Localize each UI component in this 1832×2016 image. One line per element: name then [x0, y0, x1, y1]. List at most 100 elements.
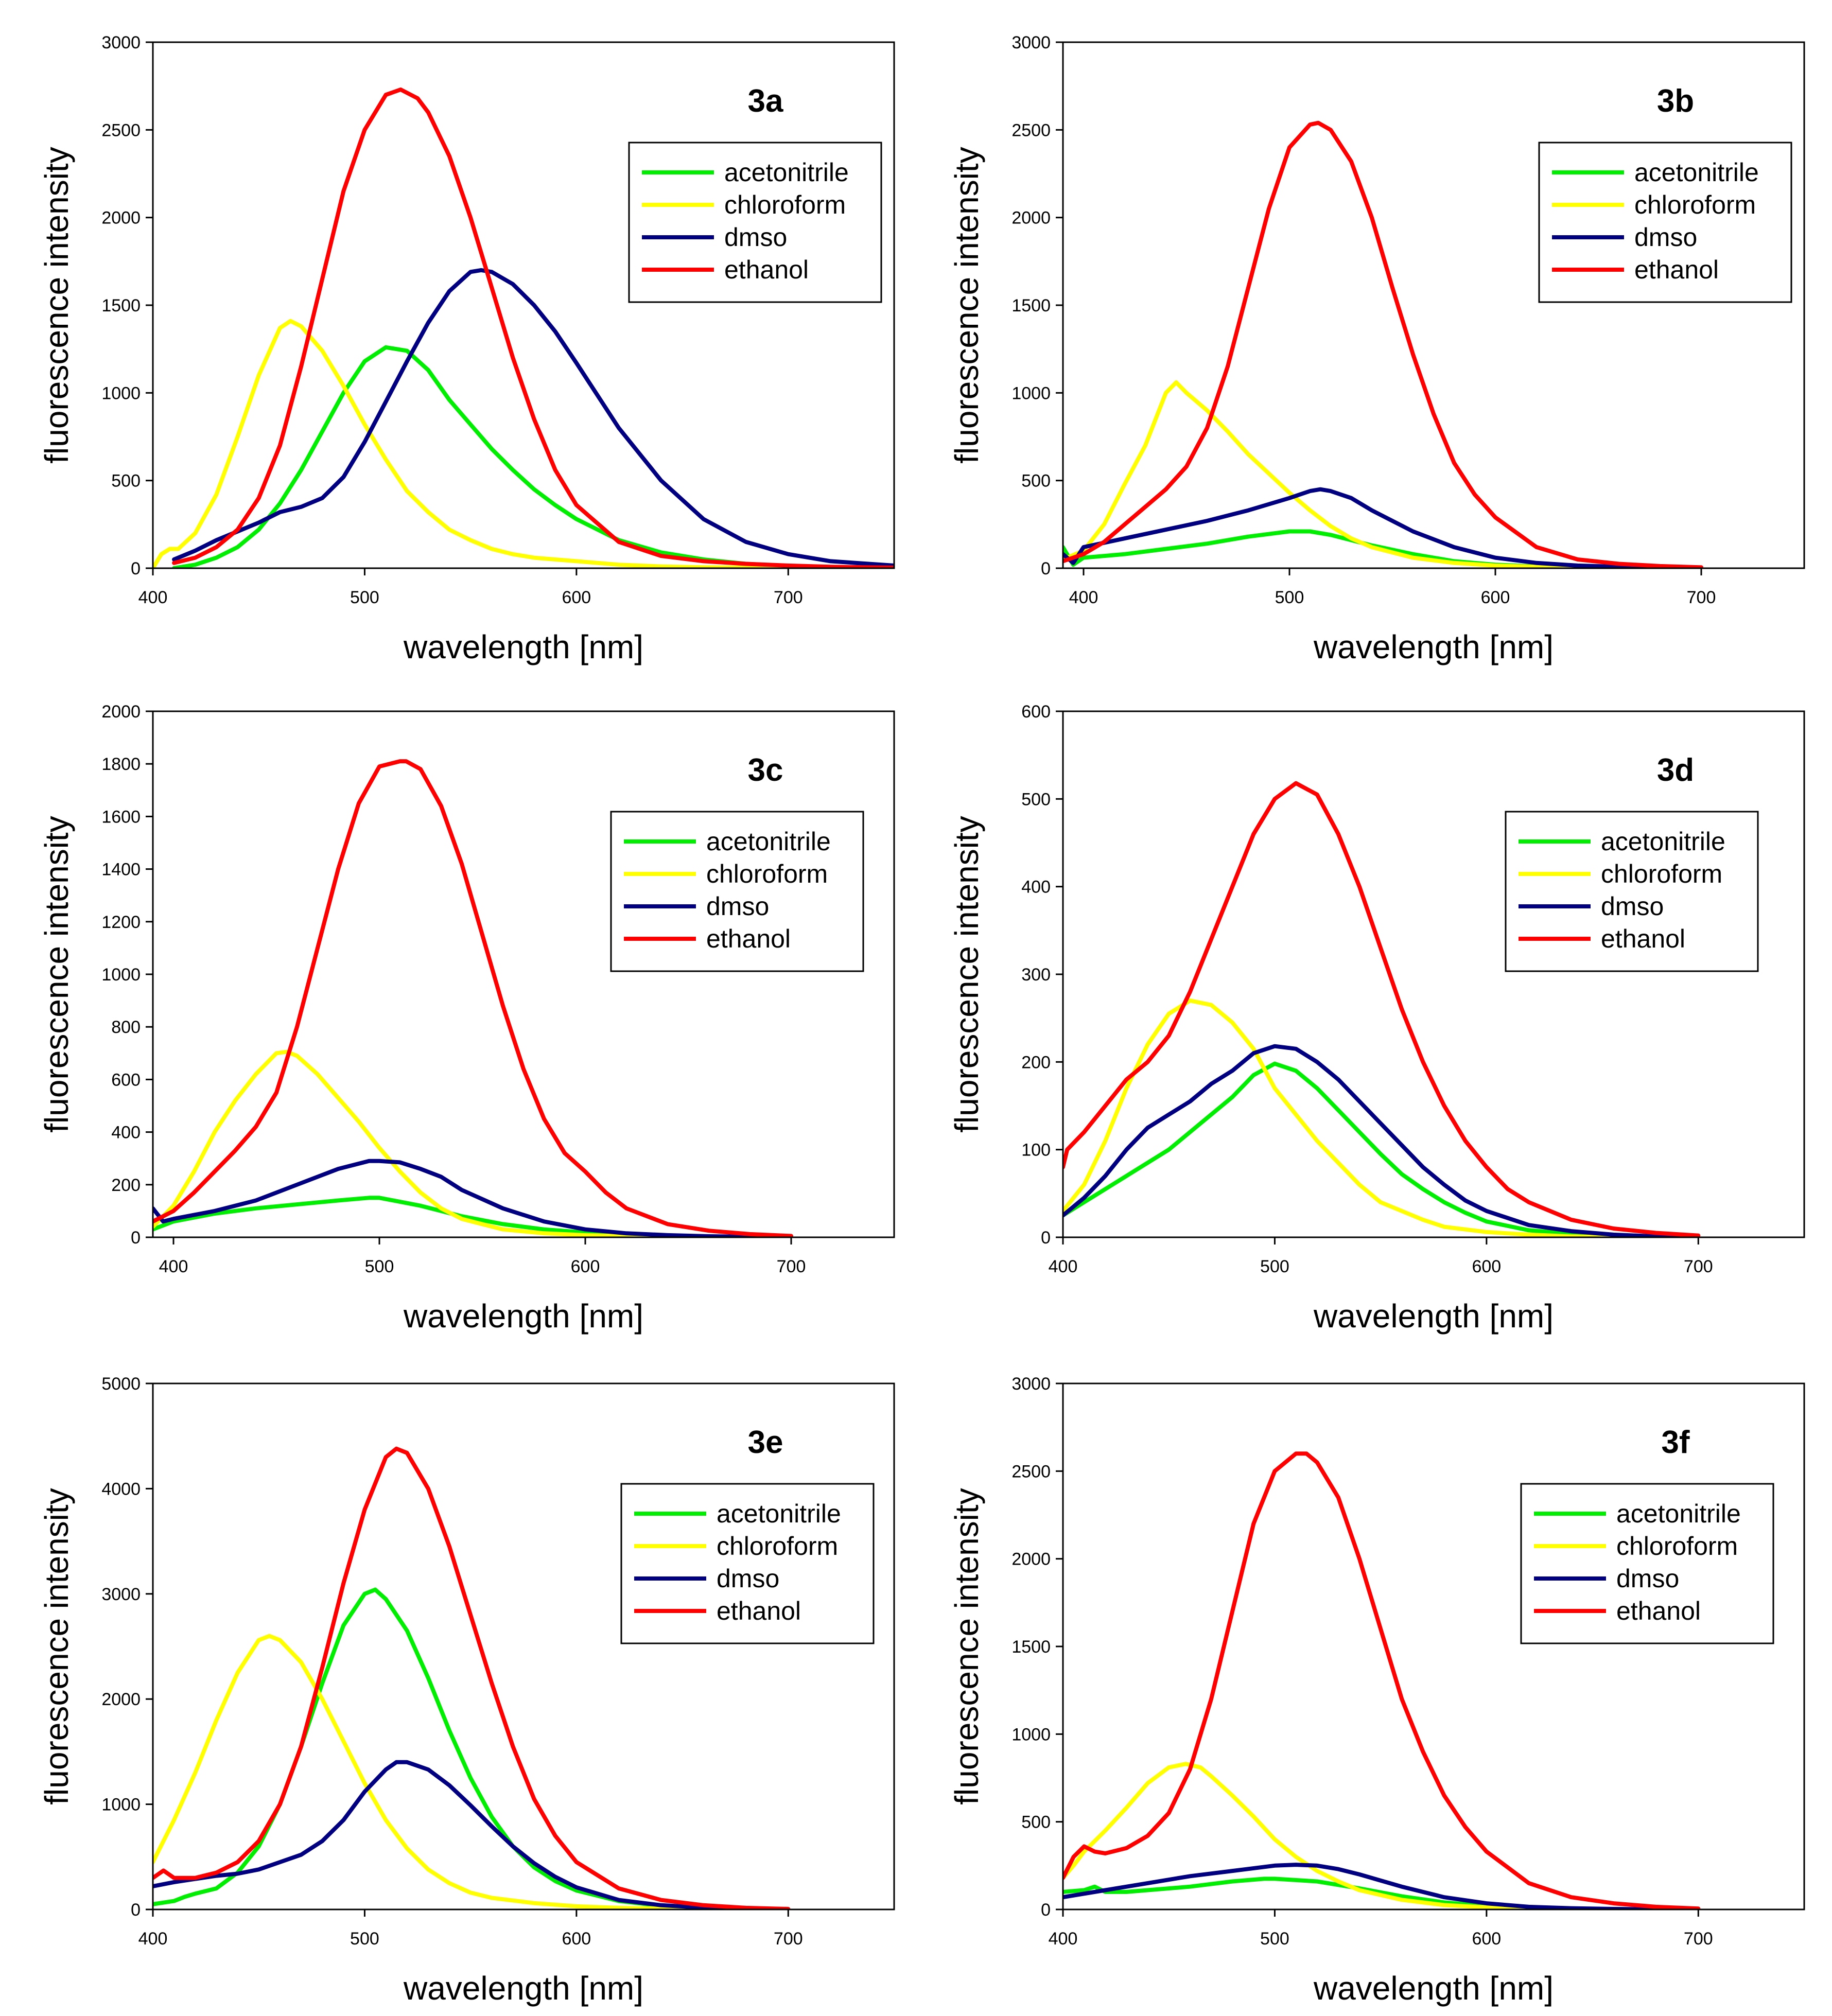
- y-tick-label: 500: [1021, 790, 1051, 809]
- series-line-dmso: [1063, 1044, 1701, 1237]
- y-tick-label: 600: [111, 1070, 141, 1090]
- legend-label-ethanol: ethanol: [1601, 924, 1685, 953]
- y-tick-label: 1000: [1011, 383, 1051, 403]
- legend-label-acetonitrile: acetonitrile: [706, 827, 831, 856]
- y-tick-label: 5000: [101, 1374, 141, 1394]
- legend: acetonitrile chloroform dmso ethanol: [610, 811, 864, 972]
- y-tick-label: 500: [111, 471, 141, 491]
- x-tick-label: 500: [1260, 1929, 1289, 1949]
- y-tick-label: 500: [1021, 1813, 1051, 1832]
- series-line-dmso: [1063, 487, 1703, 568]
- y-tick-label: 800: [111, 1018, 141, 1037]
- series-group: [153, 759, 793, 1237]
- y-tick-label: 500: [1021, 471, 1051, 491]
- y-tick-label: 1600: [101, 807, 141, 827]
- legend-label-dmso: dmso: [1616, 1564, 1679, 1593]
- y-tick-label: 1200: [101, 913, 141, 932]
- y-axis-title: fluorescence intensity: [38, 1488, 75, 1804]
- series-line-chloroform: [1063, 998, 1701, 1237]
- y-tick-label: 1800: [101, 755, 141, 774]
- legend-label-chloroform: chloroform: [706, 860, 828, 888]
- plot-frame: [152, 710, 895, 1238]
- panel-label: 3b: [1657, 83, 1694, 119]
- legend-label-dmso: dmso: [717, 1564, 779, 1593]
- series-line-ethanol: [1063, 120, 1703, 568]
- y-axis-title: fluorescence intensity: [948, 1488, 985, 1804]
- y-tick-label: 300: [1021, 965, 1051, 985]
- x-axis-title: wavelength [nm]: [1313, 1970, 1554, 2007]
- series-line-ethanol: [172, 87, 894, 568]
- y-tick-label: 2000: [101, 1690, 141, 1709]
- chart-panel-3b: 0 500 1000 1500 2000 2500 3000 400 500 600 700 wave…: [948, 33, 1805, 665]
- x-tick-label: 600: [562, 588, 591, 607]
- legend-box: [620, 1483, 875, 1644]
- x-tick-label: 500: [350, 1929, 379, 1949]
- series-line-ethanol: [153, 759, 793, 1237]
- x-tick-label: 400: [138, 588, 168, 607]
- y-tick-label: 1000: [101, 383, 141, 403]
- y-tick-label: 1000: [1011, 1725, 1051, 1744]
- chart-panel-3e: 0 1000 2000 3000 4000 5000 400 500 600 700 wavelen…: [38, 1374, 895, 2007]
- x-tick-label: 500: [365, 1257, 394, 1276]
- y-axis-title: fluorescence intensity: [948, 816, 985, 1132]
- series-line-dmso: [153, 1760, 791, 1909]
- y-axis-title: fluorescence intensity: [38, 816, 75, 1132]
- y-tick-label: 0: [1041, 1900, 1051, 1920]
- y-tick-label: 0: [131, 1900, 141, 1920]
- legend-label-chloroform: chloroform: [1601, 860, 1722, 888]
- series-group: [153, 87, 894, 568]
- x-axis-title: wavelength [nm]: [1313, 1298, 1554, 1335]
- series-line-chloroform: [153, 319, 894, 568]
- x-tick-label: 400: [1049, 1257, 1078, 1276]
- x-tick-label: 700: [777, 1257, 806, 1276]
- plot-frame: [1062, 41, 1805, 569]
- y-tick-label: 200: [1021, 1053, 1051, 1072]
- y-tick-label: 600: [1021, 702, 1051, 722]
- x-tick-label: 700: [774, 1929, 803, 1949]
- legend-label-dmso: dmso: [706, 892, 769, 921]
- y-tick-label: 1500: [1011, 296, 1051, 315]
- legend-box: [1505, 811, 1759, 972]
- y-tick-label: 100: [1021, 1141, 1051, 1160]
- series-line-chloroform: [153, 1049, 793, 1237]
- series-line-ethanol: [1063, 1451, 1701, 1909]
- x-tick-label: 400: [138, 1929, 168, 1949]
- x-tick-label: 500: [350, 588, 379, 607]
- x-tick-label: 600: [562, 1929, 591, 1949]
- x-tick-label: 700: [1687, 588, 1716, 607]
- legend: acetonitrile chloroform dmso ethanol: [1538, 142, 1792, 303]
- x-tick-label: 600: [1472, 1257, 1501, 1276]
- legend: acetonitrile chloroform dmso ethanol: [620, 1483, 875, 1644]
- series-line-chloroform: [1063, 380, 1703, 568]
- legend-label-acetonitrile: acetonitrile: [717, 1499, 841, 1528]
- x-tick-label: 400: [159, 1257, 188, 1276]
- x-tick-label: 600: [1472, 1929, 1501, 1949]
- y-tick-label: 3000: [101, 33, 141, 52]
- y-tick-label: 1000: [101, 1795, 141, 1815]
- y-tick-label: 1000: [101, 965, 141, 985]
- legend-label-chloroform: chloroform: [1634, 190, 1756, 219]
- y-tick-label: 200: [111, 1176, 141, 1195]
- legend-label-ethanol: ethanol: [724, 255, 809, 284]
- x-tick-label: 400: [1049, 1929, 1078, 1949]
- legend-label-ethanol: ethanol: [1616, 1597, 1701, 1625]
- y-tick-label: 400: [111, 1123, 141, 1143]
- series-line-acetonitrile: [172, 345, 894, 568]
- x-tick-label: 700: [774, 588, 803, 607]
- series-line-chloroform: [1063, 1762, 1701, 1909]
- series-group: [153, 1446, 791, 1909]
- y-tick-label: 3000: [101, 1585, 141, 1604]
- y-tick-label: 3000: [1011, 33, 1051, 52]
- x-tick-label: 500: [1275, 588, 1304, 607]
- y-axis-title: fluorescence intensity: [948, 147, 985, 463]
- legend-label-dmso: dmso: [724, 223, 787, 252]
- chart-panel-3f: 0 500 1000 1500 2000 2500 3000 400 500 600 700 wave…: [948, 1374, 1805, 2007]
- y-tick-label: 1400: [101, 860, 141, 880]
- chart-panel-3a: 0 500 1000 1500 2000 2500 3000 400 500 600 700 wave…: [38, 33, 895, 665]
- legend: acetonitrile chloroform dmso ethanol: [1505, 811, 1759, 972]
- series-group: [1063, 1451, 1701, 1909]
- panel-label: 3e: [748, 1425, 783, 1460]
- legend-label-acetonitrile: acetonitrile: [1601, 827, 1725, 856]
- chart-panel-3d: 0 100 200 300 400 500 600 400 500 600 700 wavelengt…: [948, 702, 1805, 1335]
- x-tick-label: 700: [1684, 1929, 1713, 1949]
